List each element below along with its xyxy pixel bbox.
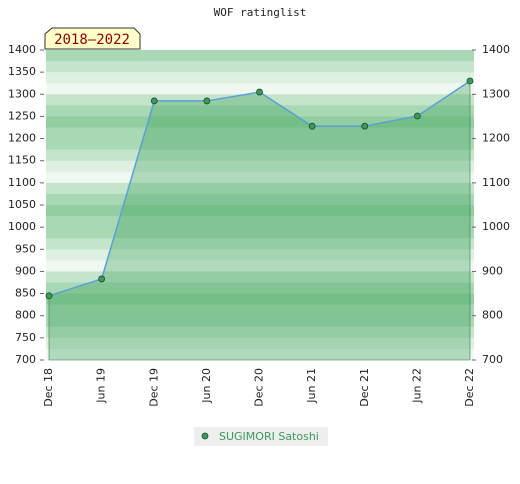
stripe [46,72,474,84]
stripe [46,348,474,361]
stripe [46,216,474,228]
stripe [46,315,474,328]
stripe [46,182,474,195]
stripe [46,238,474,250]
stripe [46,282,474,295]
stripe [46,271,474,283]
stripe [46,260,474,272]
stripe [46,193,474,206]
y2-tick-label: 1300 [482,87,510,100]
y-tick-label: 1350 [8,65,36,78]
x-tick-label: Jun 20 [200,368,213,404]
stripe [46,326,474,339]
x-tick-label: Jun 22 [410,368,423,404]
y-tick-label: 950 [15,242,36,255]
marker [203,97,211,105]
y-tick-label: 700 [15,353,36,366]
stripe [46,337,474,350]
y-tick-label: 750 [15,331,36,344]
marker [308,122,316,130]
marker [256,88,263,96]
chart-title: WOF ratinglist [214,6,307,19]
y-tick-label: 1250 [8,109,36,122]
legend-marker [201,432,209,440]
y-tick-label: 1150 [8,154,36,167]
stripe [46,105,474,117]
stripe [46,138,474,151]
y2-tick-label: 800 [482,309,503,322]
y-tick-label: 1400 [8,43,36,56]
marker [361,122,369,130]
x-tick-label: Jun 21 [305,368,318,404]
y-tick-label: 900 [15,264,36,277]
x-tick-label: Dec 20 [253,368,266,407]
stripe [46,94,474,106]
y-tick-label: 800 [15,309,36,322]
stripe [46,116,474,128]
x-tick-label: Jun 19 [95,368,108,404]
legend-box [194,427,328,446]
legend-label: SUGIMORI Satoshi [219,430,319,443]
y-tick-label: 1000 [8,220,36,233]
marker [150,97,158,105]
stripe [46,171,474,184]
stripe [46,127,474,140]
y-tick-label: 1100 [8,176,36,189]
stripe [46,205,474,217]
stripe [46,50,474,62]
x-tick-label: Dec 19 [147,368,160,407]
stripe [46,304,474,317]
y2-tick-label: 1100 [482,176,510,189]
y-tick-label: 1050 [8,198,36,211]
x-tick-label: Dec 18 [42,368,55,407]
stripe [46,227,474,239]
marker [466,77,474,85]
y2-tick-label: 1200 [482,132,510,145]
stripe [46,61,474,73]
stripe [46,249,474,261]
y-tick-label: 1200 [8,132,36,145]
y-tick-label: 850 [15,287,36,300]
y2-tick-label: 900 [482,264,503,277]
stripe [46,160,474,173]
annotation: 2018–2022 [54,32,130,48]
marker [45,292,53,300]
stripe [46,149,474,162]
y2-tick-label: 700 [482,353,503,366]
y-tick-label: 1300 [8,87,36,100]
x-tick-label: Dec 22 [463,368,476,407]
stripe [46,293,474,306]
y2-tick-label: 1400 [482,43,510,56]
y2-tick-label: 1000 [482,220,510,233]
annotation-box [44,27,141,50]
marker [98,275,106,283]
x-tick-label: Dec 21 [358,368,371,407]
marker [413,112,421,120]
